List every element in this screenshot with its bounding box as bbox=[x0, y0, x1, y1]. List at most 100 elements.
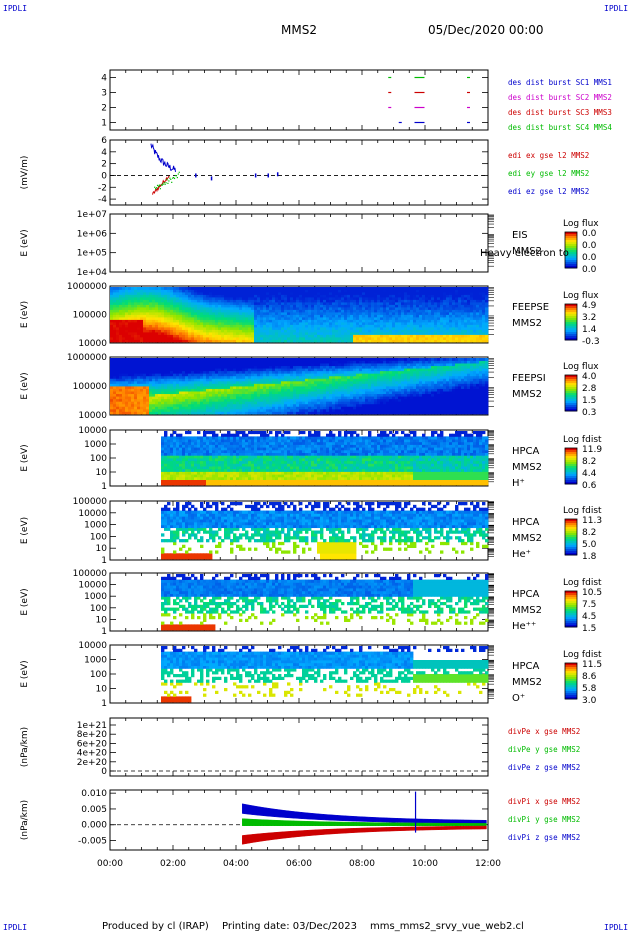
feepse-pixel bbox=[194, 289, 198, 293]
feepse-pixel bbox=[230, 309, 234, 313]
feepsi-pixel bbox=[242, 365, 246, 369]
feepsi-pixel bbox=[344, 401, 348, 405]
feepsi-pixel bbox=[329, 388, 333, 392]
feepsi-pixel bbox=[218, 386, 222, 389]
feepsi-pixel bbox=[269, 358, 273, 361]
feepse-pixel bbox=[125, 322, 129, 325]
feepse-pixel bbox=[392, 297, 396, 300]
feepse-pixel bbox=[236, 332, 240, 335]
feepse-pixel bbox=[233, 322, 237, 325]
feepse-pixel bbox=[263, 334, 267, 338]
feepsi-pixel bbox=[335, 403, 339, 407]
feepse-pixel bbox=[356, 324, 360, 328]
feepse-pixel bbox=[308, 307, 312, 310]
feepsi-pixel bbox=[305, 398, 309, 402]
feepsi-pixel bbox=[329, 408, 333, 412]
feepse-pixel bbox=[152, 317, 156, 320]
feepse-pixel bbox=[353, 317, 357, 320]
feepsi-pixel bbox=[221, 368, 225, 372]
feepse-pixel bbox=[134, 334, 138, 338]
feepse-pixel bbox=[332, 327, 336, 330]
feepsi-pixel bbox=[149, 370, 153, 374]
feepse-pixel bbox=[272, 304, 276, 308]
feepsi-pixel bbox=[305, 365, 309, 369]
feepse-pixel bbox=[311, 327, 315, 330]
feepsi-pixel bbox=[128, 383, 132, 387]
feepse-pixel bbox=[215, 297, 219, 300]
feepse-pixel bbox=[137, 294, 141, 298]
feepsi-pixel bbox=[116, 411, 120, 415]
feepse-colorbar-swatch bbox=[565, 306, 577, 309]
feepsi-pixel bbox=[284, 370, 288, 374]
feepse-pixel bbox=[125, 299, 129, 303]
feepsi-pixel bbox=[194, 375, 198, 379]
feepsi-pixel bbox=[179, 388, 183, 392]
feepse-pixel bbox=[293, 322, 297, 325]
feepse-pixel bbox=[128, 299, 132, 303]
feepse-pixel bbox=[338, 309, 342, 313]
feepse-pixel bbox=[386, 319, 390, 323]
feepse-pixel bbox=[260, 289, 264, 293]
feepse-pixel bbox=[116, 309, 120, 313]
feepse-pixel bbox=[128, 327, 132, 330]
feepse-pixel bbox=[230, 322, 234, 325]
feepse-pixel bbox=[470, 292, 474, 295]
feepse-pixel bbox=[374, 302, 378, 305]
feepse-pixel bbox=[422, 317, 426, 320]
edi-sparse-point bbox=[267, 173, 269, 178]
feepse-pixel bbox=[422, 322, 426, 325]
feepse-pixel bbox=[293, 292, 297, 295]
feepsi-pixel bbox=[251, 401, 255, 405]
feepsi-pixel bbox=[200, 386, 204, 389]
feepse-colorbar-swatch bbox=[565, 314, 577, 317]
feepsi-pixel bbox=[116, 388, 120, 392]
feepsi-pixel bbox=[308, 363, 312, 367]
feepsi-pixel bbox=[119, 375, 123, 379]
feepse-pixel bbox=[230, 327, 234, 330]
feepsi-pixel bbox=[257, 373, 261, 377]
feepse-pixel bbox=[248, 314, 252, 318]
feepse-pixel bbox=[308, 339, 312, 343]
feepsi-pixel bbox=[164, 378, 168, 382]
feepse-pixel bbox=[239, 289, 243, 293]
feepse-pixel bbox=[452, 324, 456, 328]
feepse-pixel bbox=[281, 307, 285, 310]
feepsi-pixel bbox=[221, 391, 225, 395]
feepse-pixel bbox=[176, 339, 180, 343]
feepsi-pixel bbox=[137, 386, 141, 389]
feepsi-pixel bbox=[137, 388, 141, 392]
spacecraft-title: MMS2 bbox=[281, 23, 317, 37]
feepse-pixel bbox=[296, 327, 300, 330]
feepsi-pixel bbox=[299, 375, 303, 379]
feepse-pixel bbox=[128, 292, 132, 295]
feepsi-pixel bbox=[137, 378, 141, 382]
feepse-pixel bbox=[239, 312, 243, 315]
feepse-pixel bbox=[464, 294, 468, 298]
feepse-pixel bbox=[176, 322, 180, 325]
feepse-pixel bbox=[461, 299, 465, 303]
feepse-pixel bbox=[356, 332, 360, 335]
feepsi-pixel bbox=[245, 406, 249, 410]
feepse-pixel bbox=[185, 334, 189, 338]
feepse-pixel bbox=[257, 317, 261, 320]
feepsi-pixel bbox=[239, 398, 243, 402]
feepse-pixel bbox=[245, 287, 249, 290]
burst-legend-entry: des dist burst SC1 MMS1 bbox=[508, 78, 612, 87]
feepse-pixel bbox=[113, 317, 117, 320]
feepse-pixel bbox=[404, 322, 408, 325]
feepse-pixel bbox=[275, 322, 279, 325]
feepse-pixel bbox=[272, 334, 276, 338]
feepsi-pixel bbox=[209, 368, 213, 372]
feepsi-pixel bbox=[266, 393, 270, 397]
feepse-pixel bbox=[146, 337, 150, 340]
feepse-pixel bbox=[389, 304, 393, 308]
feepse-pixel bbox=[290, 294, 294, 298]
feepsi-pixel bbox=[197, 373, 201, 377]
feepsi-pixel bbox=[200, 391, 204, 395]
feepsi-pixel bbox=[260, 386, 264, 389]
feepse-pixel bbox=[395, 307, 399, 310]
feepse-pixel bbox=[335, 312, 339, 315]
feepsi-pixel bbox=[329, 380, 333, 384]
feepse-pixel bbox=[278, 312, 282, 315]
feepse-pixel bbox=[470, 299, 474, 303]
